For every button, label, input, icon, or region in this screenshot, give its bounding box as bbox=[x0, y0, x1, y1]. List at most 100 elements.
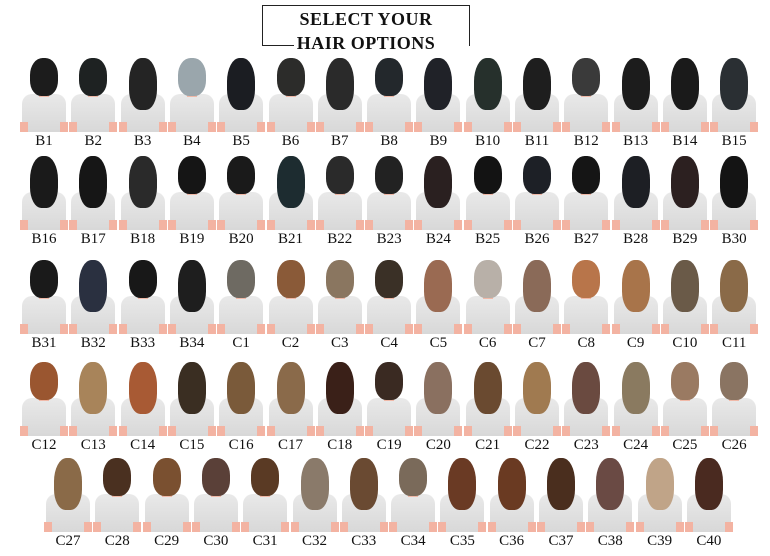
hair-option[interactable]: C40 bbox=[684, 456, 733, 556]
hair-option[interactable]: C30 bbox=[191, 456, 240, 556]
hair-style-swatch bbox=[325, 58, 354, 110]
hair-option[interactable]: C24 bbox=[611, 360, 660, 460]
hair-option[interactable]: B29 bbox=[660, 154, 709, 254]
hair-option[interactable]: C11 bbox=[710, 258, 759, 358]
hair-option[interactable]: C39 bbox=[635, 456, 684, 556]
hair-option[interactable]: B2 bbox=[69, 56, 118, 156]
hair-option-label: C23 bbox=[573, 437, 599, 453]
arm bbox=[513, 324, 521, 334]
hair-option[interactable]: C7 bbox=[513, 258, 561, 358]
hair-option[interactable]: B3 bbox=[118, 56, 167, 156]
hair-option[interactable]: C38 bbox=[586, 456, 635, 556]
hair-option[interactable]: C34 bbox=[389, 456, 438, 556]
hair-option[interactable]: B5 bbox=[217, 56, 266, 156]
hair-option[interactable]: B11 bbox=[513, 56, 561, 156]
hair-option[interactable]: C25 bbox=[660, 360, 709, 460]
hair-option[interactable]: B7 bbox=[315, 56, 364, 156]
arm bbox=[266, 324, 275, 334]
hair-figure bbox=[69, 258, 118, 338]
hair-style-swatch bbox=[621, 260, 650, 312]
hair-option[interactable]: C10 bbox=[660, 258, 709, 358]
hair-option[interactable]: C1 bbox=[217, 258, 266, 358]
hair-option[interactable]: C6 bbox=[463, 258, 512, 358]
hair-option[interactable]: C13 bbox=[69, 360, 118, 460]
hair-option[interactable]: C15 bbox=[167, 360, 216, 460]
shirt bbox=[564, 192, 609, 230]
hair-option-label: B13 bbox=[623, 133, 649, 149]
hair-option[interactable]: C28 bbox=[93, 456, 142, 556]
hair-option[interactable]: B12 bbox=[562, 56, 611, 156]
hair-option[interactable]: C2 bbox=[266, 258, 315, 358]
hair-option[interactable]: C3 bbox=[315, 258, 364, 358]
hair-option[interactable]: C20 bbox=[414, 360, 463, 460]
arm bbox=[562, 324, 571, 334]
hair-option[interactable]: B21 bbox=[266, 154, 315, 254]
hair-option[interactable]: C19 bbox=[365, 360, 414, 460]
hair-row: C12 C13 C14 C15 C16 bbox=[0, 360, 770, 460]
hair-option[interactable]: C5 bbox=[414, 258, 463, 358]
hair-option[interactable]: B13 bbox=[611, 56, 660, 156]
hair-option[interactable]: C4 bbox=[365, 258, 414, 358]
hair-option[interactable]: C21 bbox=[463, 360, 512, 460]
hair-option[interactable]: C17 bbox=[266, 360, 315, 460]
hair-option[interactable]: C9 bbox=[611, 258, 660, 358]
hair-option[interactable]: C32 bbox=[290, 456, 339, 556]
hair-row: B31 B32 B33 B34 C1 bbox=[0, 258, 770, 358]
hair-option[interactable]: B17 bbox=[69, 154, 118, 254]
hair-option[interactable]: B31 bbox=[20, 258, 68, 358]
hair-option[interactable]: B26 bbox=[513, 154, 561, 254]
hair-option-label: B2 bbox=[84, 133, 103, 149]
arm bbox=[306, 122, 315, 132]
hair-option[interactable]: C14 bbox=[118, 360, 167, 460]
hair-option[interactable]: B33 bbox=[118, 258, 167, 358]
hair-option[interactable]: B24 bbox=[414, 154, 463, 254]
hair-option[interactable]: B34 bbox=[167, 258, 216, 358]
hair-option[interactable]: C16 bbox=[217, 360, 266, 460]
hair-option[interactable]: B22 bbox=[315, 154, 364, 254]
hair-option[interactable]: C29 bbox=[142, 456, 191, 556]
arm bbox=[217, 426, 226, 436]
hair-option[interactable]: B1 bbox=[20, 56, 68, 156]
hair-figure bbox=[290, 456, 339, 536]
hair-figure bbox=[586, 456, 635, 536]
hair-option[interactable]: B23 bbox=[365, 154, 414, 254]
hair-option[interactable]: B4 bbox=[167, 56, 216, 156]
hair-style-swatch bbox=[720, 260, 749, 312]
shirt bbox=[193, 494, 238, 532]
hair-option[interactable]: B16 bbox=[20, 154, 68, 254]
hair-option[interactable]: B27 bbox=[562, 154, 611, 254]
hair-option[interactable]: C26 bbox=[710, 360, 759, 460]
hair-option[interactable]: C31 bbox=[241, 456, 290, 556]
hair-option[interactable]: B32 bbox=[69, 258, 118, 358]
arm bbox=[315, 324, 324, 334]
arm bbox=[20, 122, 28, 132]
hair-option[interactable]: C12 bbox=[20, 360, 68, 460]
hair-option[interactable]: C35 bbox=[438, 456, 487, 556]
arm bbox=[266, 220, 275, 230]
hair-option[interactable]: B19 bbox=[167, 154, 216, 254]
hair-option[interactable]: B10 bbox=[463, 56, 512, 156]
hair-option-label: B5 bbox=[232, 133, 250, 149]
hair-option[interactable]: B6 bbox=[266, 56, 315, 156]
hair-option[interactable]: B25 bbox=[463, 154, 512, 254]
arm bbox=[660, 426, 669, 436]
arm bbox=[257, 324, 266, 334]
hair-option[interactable]: C36 bbox=[487, 456, 536, 556]
shirt bbox=[22, 296, 66, 334]
hair-option[interactable]: B18 bbox=[118, 154, 167, 254]
hair-option[interactable]: C22 bbox=[513, 360, 561, 460]
hair-option[interactable]: B14 bbox=[660, 56, 709, 156]
hair-option[interactable]: C18 bbox=[315, 360, 364, 460]
hair-option[interactable]: B20 bbox=[217, 154, 266, 254]
hair-option[interactable]: B9 bbox=[414, 56, 463, 156]
hair-option[interactable]: C33 bbox=[339, 456, 388, 556]
hair-option[interactable]: B28 bbox=[611, 154, 660, 254]
hair-option[interactable]: B30 bbox=[710, 154, 759, 254]
hair-option-label: C39 bbox=[647, 533, 673, 549]
hair-option[interactable]: C27 bbox=[44, 456, 92, 556]
hair-option[interactable]: C8 bbox=[562, 258, 611, 358]
hair-option[interactable]: C23 bbox=[562, 360, 611, 460]
hair-option[interactable]: B15 bbox=[710, 56, 759, 156]
hair-option[interactable]: B8 bbox=[365, 56, 414, 156]
hair-option[interactable]: C37 bbox=[537, 456, 585, 556]
